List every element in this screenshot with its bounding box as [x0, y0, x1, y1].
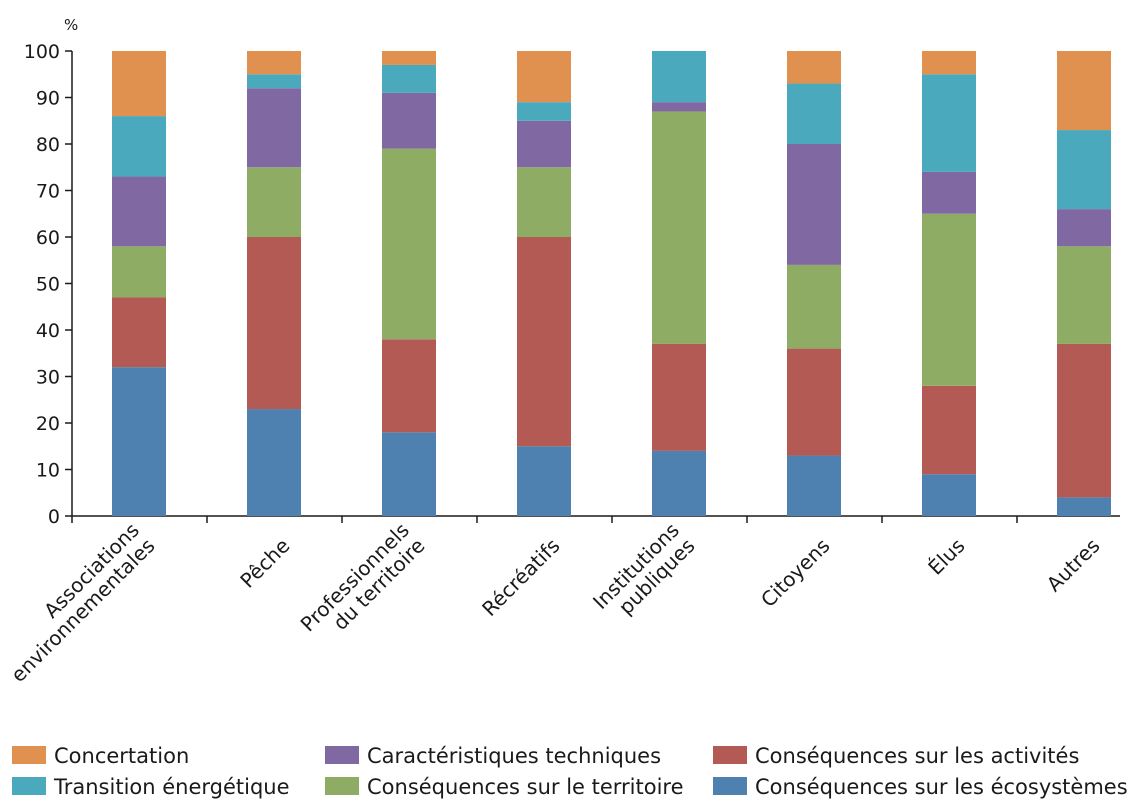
x-tick-label-line: Pêche	[235, 534, 294, 593]
bar-segment	[787, 264, 841, 349]
bar-segment	[517, 120, 571, 168]
bar-segment	[112, 367, 166, 516]
bar-segment	[787, 455, 841, 516]
legend-item: Conséquences sur le territoire	[325, 775, 684, 799]
y-tick-label: 10	[36, 460, 60, 482]
bar-segment	[382, 432, 436, 516]
x-tick-label-line: Élus	[923, 534, 969, 580]
legend-label: Concertation	[54, 744, 189, 768]
y-tick-label: 100	[24, 41, 60, 63]
legend-swatch	[713, 746, 747, 764]
x-tick-label-line: Autres	[1042, 534, 1105, 597]
bar-segment	[922, 51, 976, 75]
bar-segment	[1057, 130, 1111, 210]
x-tick-label: Récréatifs	[477, 534, 564, 621]
bar-segment	[517, 237, 571, 447]
y-tick-label: 40	[36, 320, 60, 342]
y-unit-label: %	[64, 16, 78, 34]
bar-segment	[922, 474, 976, 516]
bar-segment	[787, 51, 841, 84]
legend-label: Conséquences sur les écosystèmes	[755, 775, 1128, 799]
bar-segment	[247, 167, 301, 237]
bar-segment	[1057, 209, 1111, 247]
legend-swatch	[713, 777, 747, 795]
bar-segment	[112, 116, 166, 177]
y-tick-label: 60	[36, 227, 60, 249]
legend-item: Conséquences sur les activités	[713, 744, 1079, 768]
bar-segment	[787, 348, 841, 456]
legend-item: Transition énergétique	[12, 775, 290, 799]
legend-label: Conséquences sur les activités	[755, 744, 1079, 768]
x-tick-label: Autres	[1042, 534, 1105, 597]
bar-segment	[1057, 51, 1111, 131]
legend-swatch	[12, 746, 46, 764]
bar-segment	[382, 339, 436, 433]
bar-segment	[382, 64, 436, 93]
legend: Concertation Caractéristiques techniques C…	[12, 744, 1128, 799]
bar-segment	[247, 51, 301, 75]
x-tick-label-line: Récréatifs	[477, 534, 564, 621]
legend-label: Transition énergétique	[53, 775, 290, 799]
bar-segment	[922, 171, 976, 214]
bar-segment	[652, 111, 706, 344]
bar-segment	[247, 237, 301, 410]
y-tick-label: 80	[36, 134, 60, 156]
bar-segment	[922, 385, 976, 475]
bar-segment	[112, 176, 166, 247]
bar-segment	[1057, 497, 1111, 516]
y-tick-label: 20	[36, 413, 60, 435]
bar-segment	[652, 102, 706, 112]
axes: % 0 10 20 30 40 50 60 70 80 90 100	[24, 16, 1120, 528]
legend-swatch	[325, 777, 359, 795]
bar-segment	[112, 297, 166, 368]
legend-swatch	[325, 746, 359, 764]
x-tick-label-line: Citoyens	[756, 534, 834, 612]
bar-segment	[517, 446, 571, 516]
bar-segment	[652, 51, 706, 103]
bar-segment	[247, 74, 301, 89]
bar-segment	[922, 213, 976, 386]
bar-segment	[247, 88, 301, 168]
legend-swatch	[12, 777, 46, 795]
y-tick-label: 0	[48, 506, 60, 528]
bar-segment	[517, 51, 571, 103]
y-tick-label: 50	[36, 274, 60, 296]
legend-item: Concertation	[12, 744, 189, 768]
legend-item: Conséquences sur les écosystèmes	[713, 775, 1128, 799]
y-tick-label: 30	[36, 367, 60, 389]
y-tick-label: 70	[36, 181, 60, 203]
bar-segment	[112, 246, 166, 298]
bar-segment	[517, 167, 571, 237]
bar-segment	[1057, 343, 1111, 498]
bar-segment	[922, 74, 976, 172]
bar-segment	[787, 83, 841, 144]
bar-segment	[112, 51, 166, 117]
legend-item: Caractéristiques techniques	[325, 744, 661, 768]
legend-label: Conséquences sur le territoire	[367, 775, 684, 799]
legend-label: Caractéristiques techniques	[367, 744, 661, 768]
bar-segment	[652, 343, 706, 451]
x-tick-label: Pêche	[235, 534, 294, 593]
bar-segment	[382, 148, 436, 340]
bar-segment	[382, 51, 436, 65]
bars	[112, 51, 1111, 516]
bar-segment	[382, 92, 436, 149]
x-tick-label-line: environnementales	[6, 534, 159, 687]
bar-segment	[517, 102, 571, 121]
x-tick-label: Citoyens	[756, 534, 834, 612]
x-tick-label: Élus	[923, 534, 969, 580]
bar-segment	[787, 144, 841, 265]
bar-segment	[1057, 246, 1111, 344]
bar-segment	[247, 409, 301, 516]
y-tick-label: 90	[36, 88, 60, 110]
bar-segment	[652, 450, 706, 516]
